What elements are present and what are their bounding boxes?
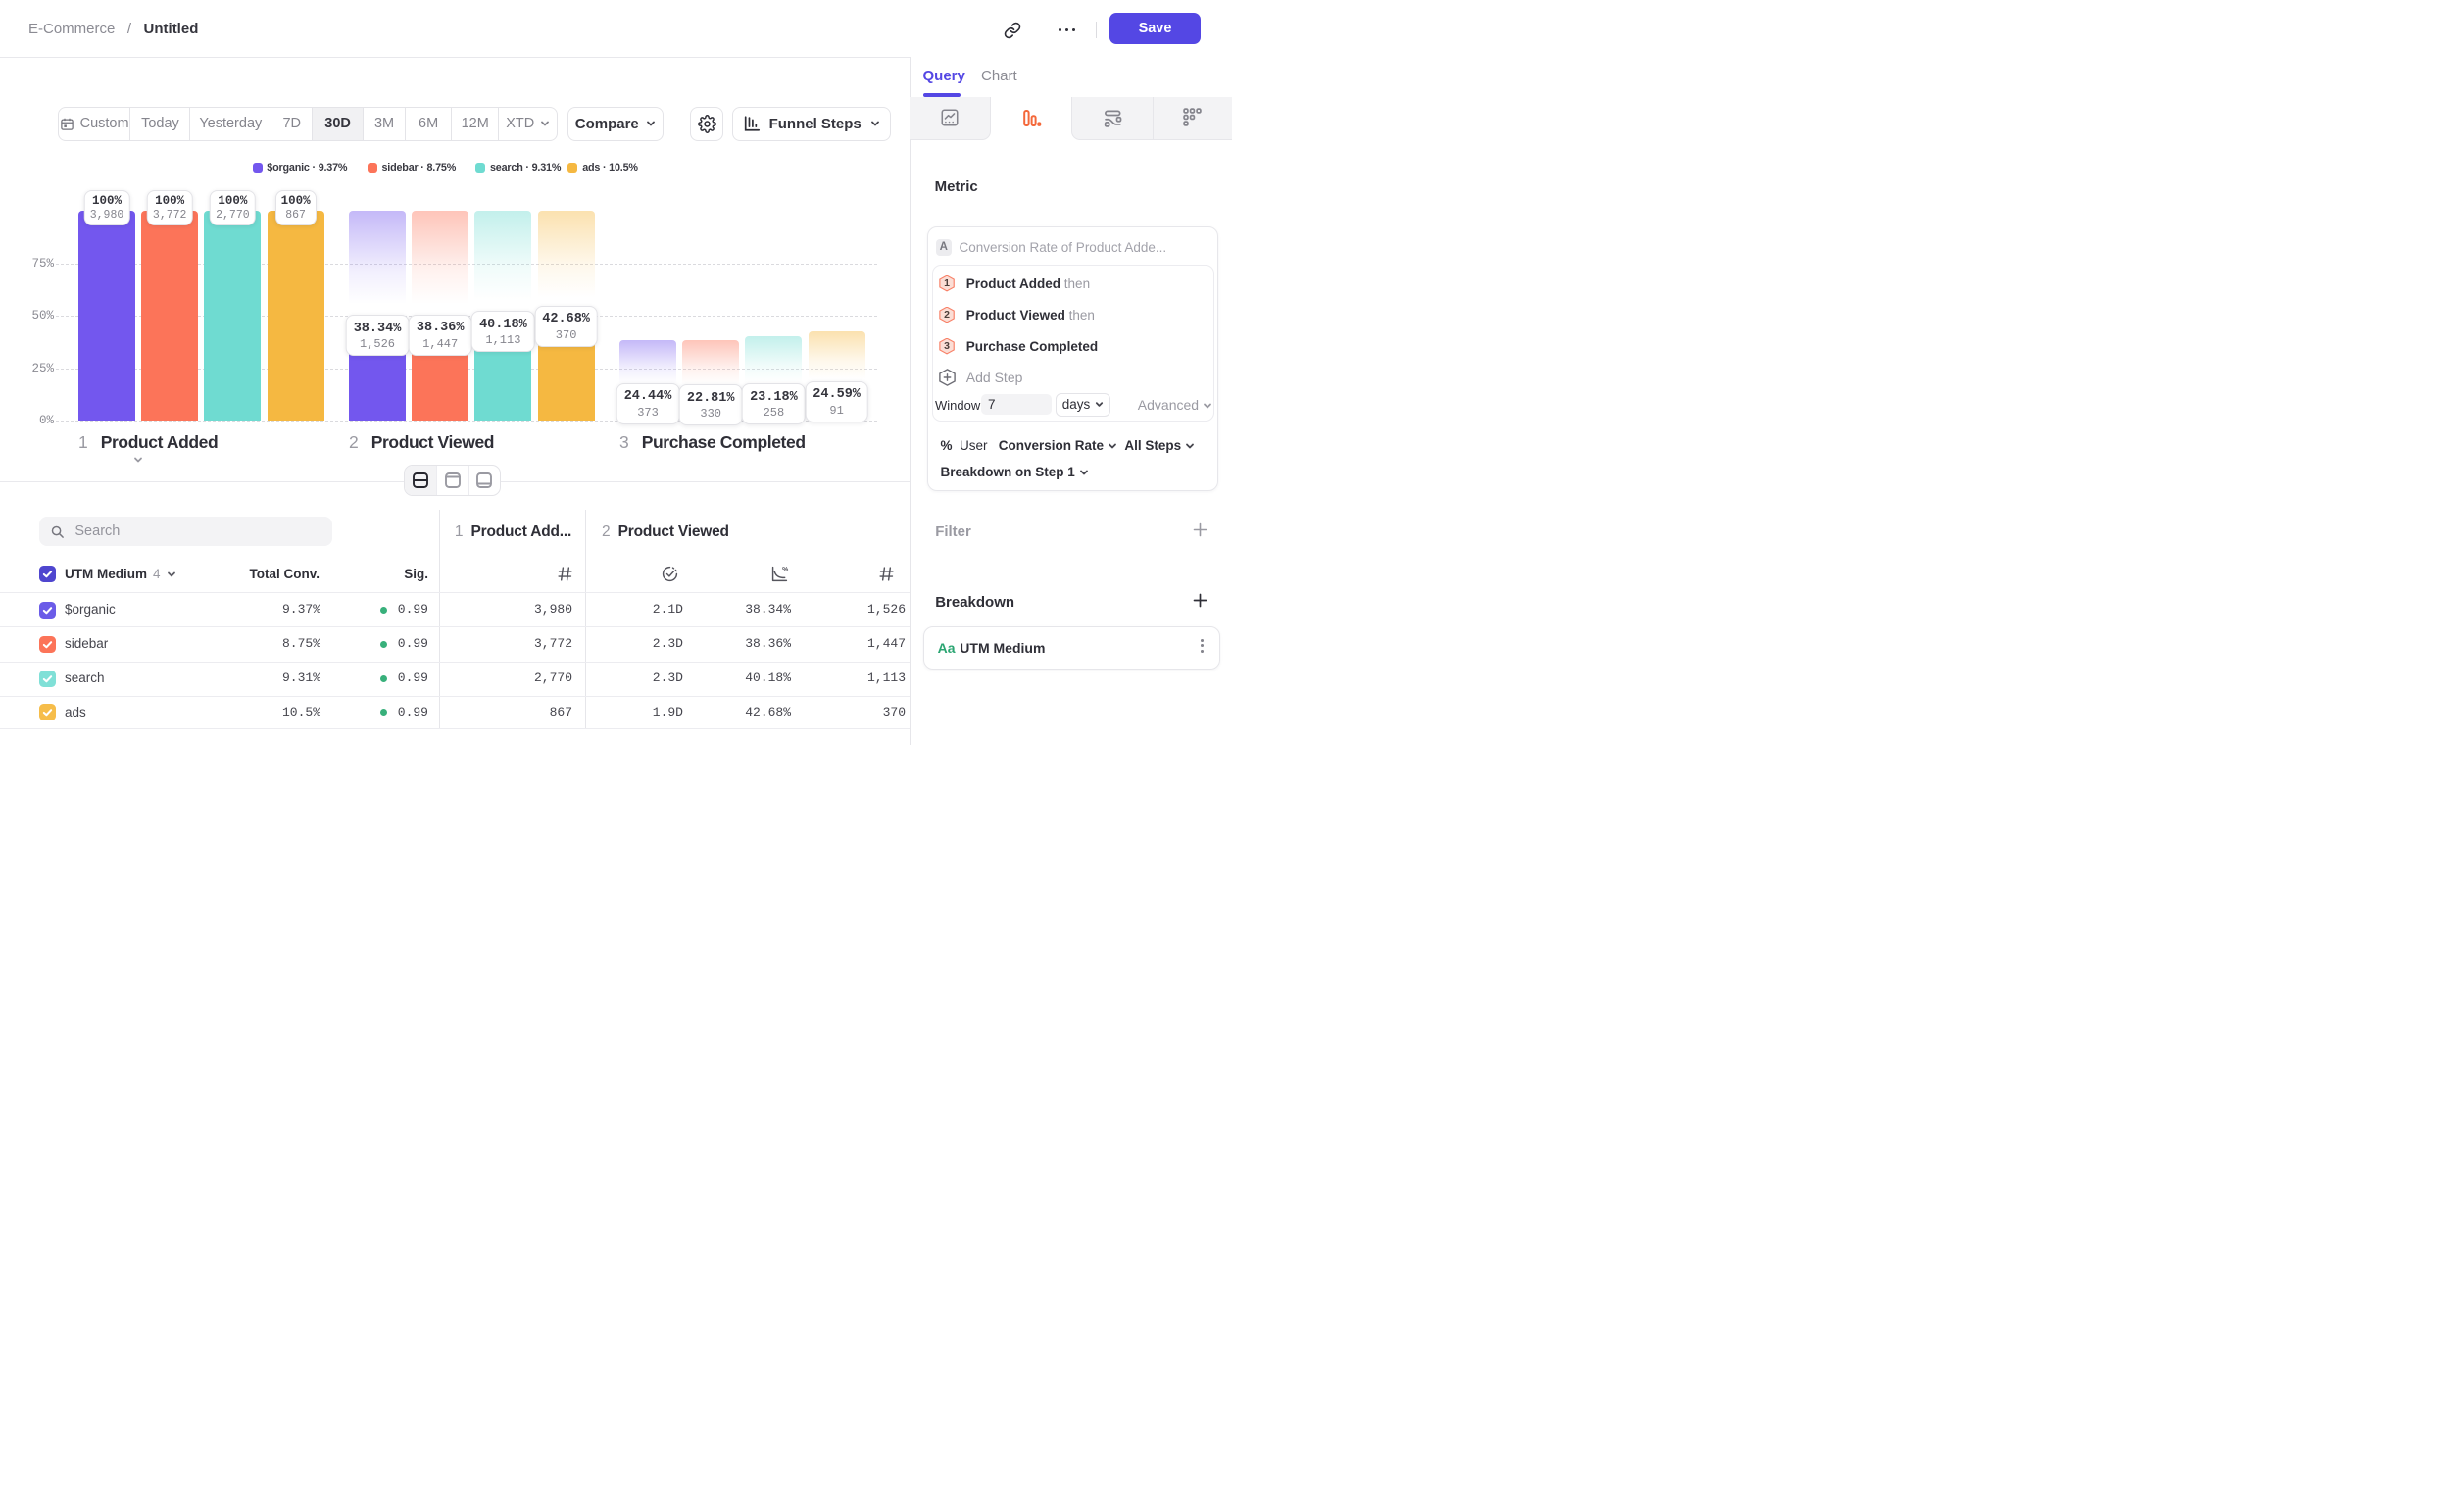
svg-text:%: %: [782, 567, 788, 573]
